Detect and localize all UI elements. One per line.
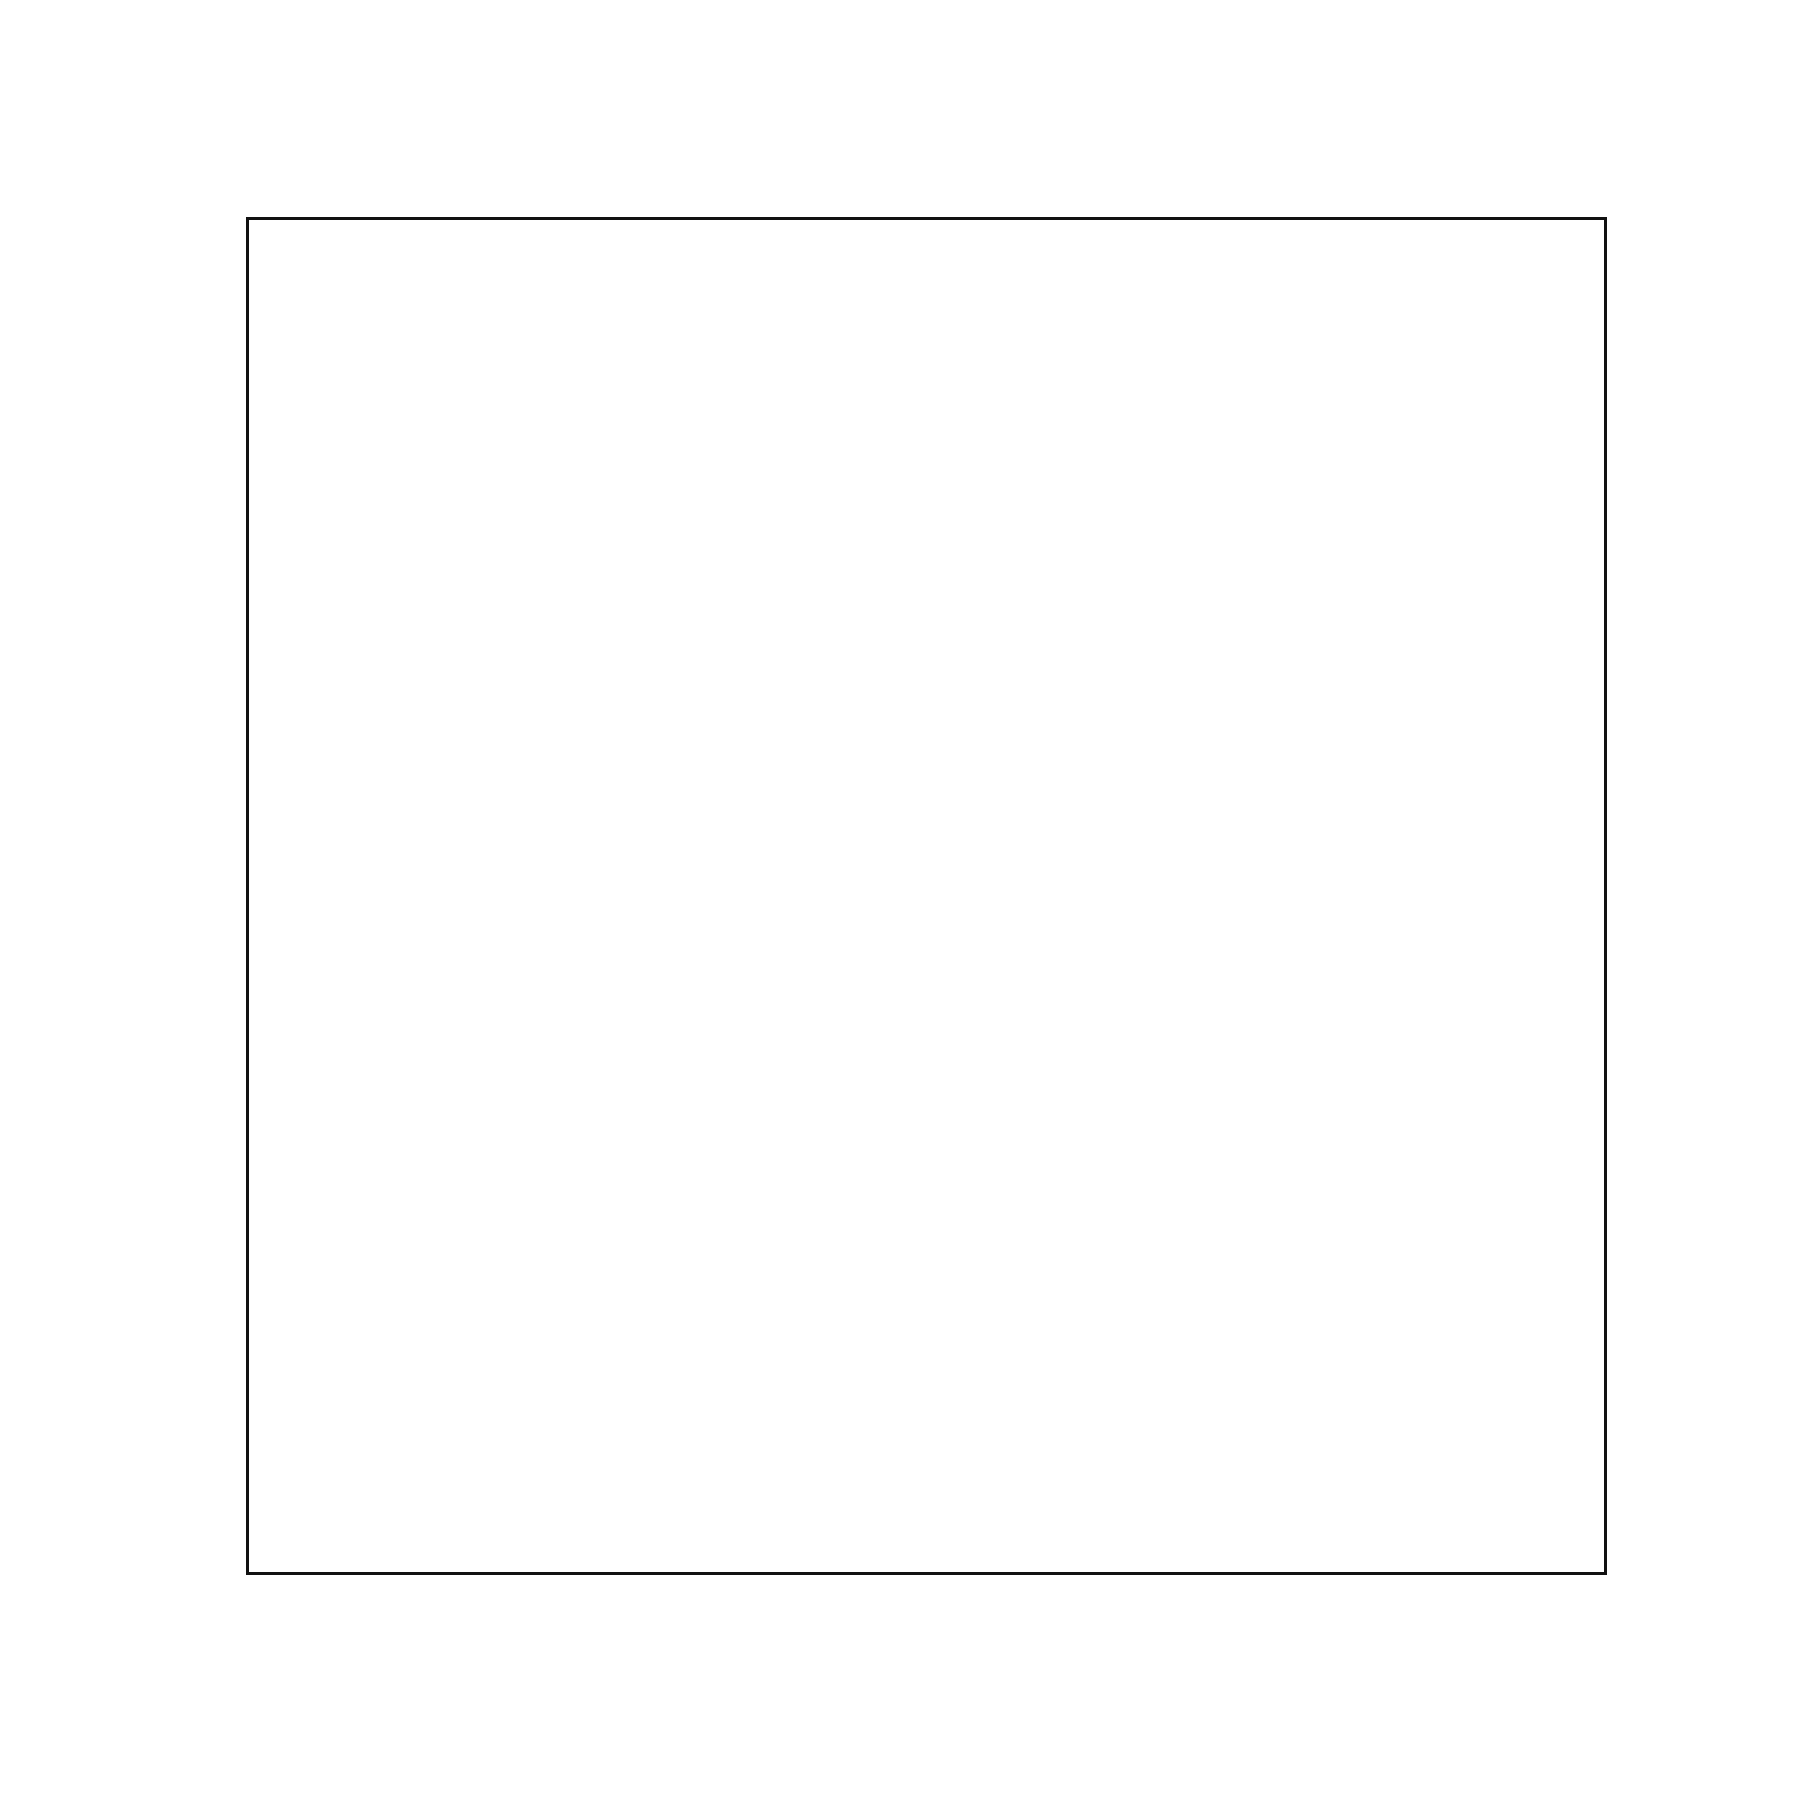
word-cloud-frame bbox=[246, 217, 1607, 1575]
